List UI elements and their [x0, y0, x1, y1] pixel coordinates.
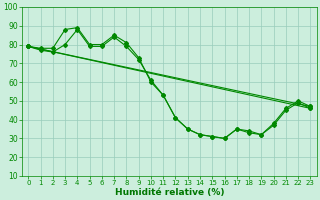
X-axis label: Humidité relative (%): Humidité relative (%) — [115, 188, 224, 197]
